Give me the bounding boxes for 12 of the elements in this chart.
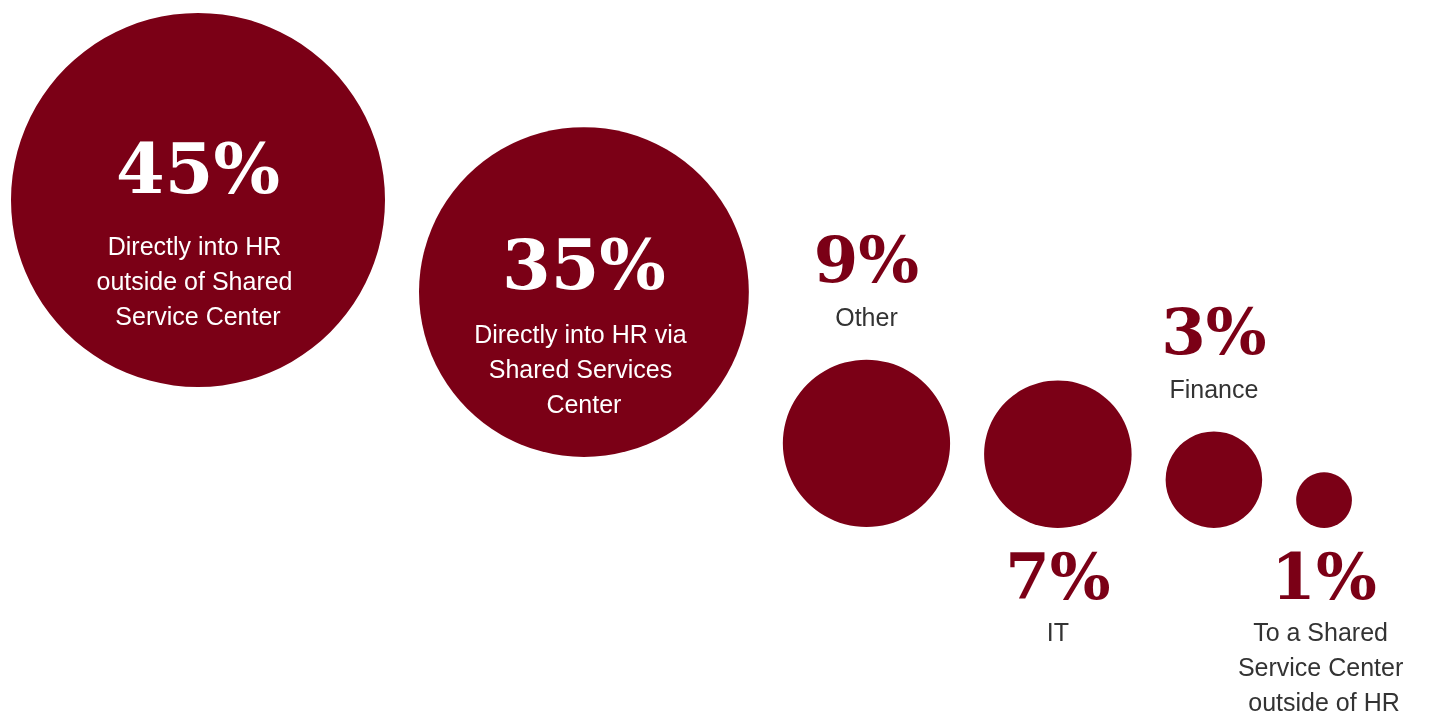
data-label: 1% — [1271, 538, 1377, 614]
category-label: Directly into HR via Shared Services Center — [474, 320, 694, 419]
data-label: 35% — [501, 222, 666, 306]
category-label: Finance — [1169, 374, 1259, 403]
category-label: Other — [835, 303, 898, 332]
data-label: 9% — [813, 222, 920, 298]
category-label: IT — [1046, 617, 1069, 646]
category-label: Directly into HR outside of Shared Service Center — [96, 231, 300, 330]
data-label: 7% — [1005, 538, 1111, 614]
category-label: To a Shared Service Center outside of HR — [1237, 617, 1411, 716]
data-label: 3% — [1161, 293, 1267, 369]
data-label: 45% — [116, 126, 280, 210]
